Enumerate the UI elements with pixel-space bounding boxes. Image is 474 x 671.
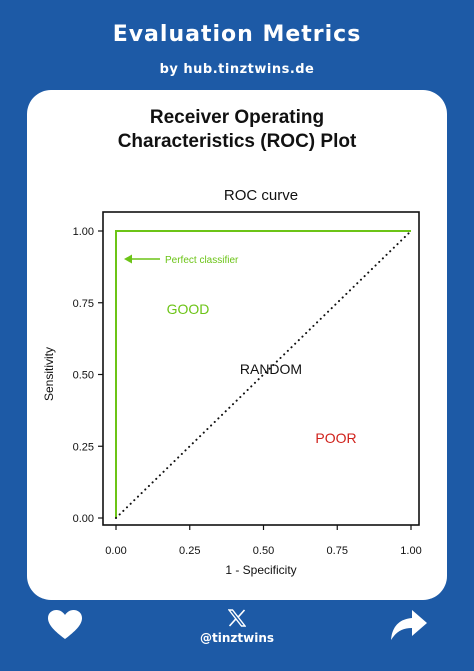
x-logo-icon[interactable]: [228, 609, 246, 627]
y-tick-label: 0.25: [73, 441, 94, 453]
x-axis-label: 1 - Specificity: [225, 563, 296, 577]
content-card: Receiver Operating Characteristics (ROC)…: [27, 90, 447, 600]
annotation-arrow-head: [124, 254, 132, 264]
card-title: Receiver Operating Characteristics (ROC)…: [27, 106, 447, 154]
header-title: Evaluation Metrics: [112, 22, 362, 47]
y-tick-label: 1.00: [73, 226, 94, 238]
series-layer: [115, 230, 412, 519]
roc-chart: ROC curve 0.000.250.500.751.00 0.00 0.25 0…: [42, 187, 422, 577]
chart-title: ROC curve: [224, 187, 298, 204]
y-axis: 0.00 0.25 0.50 0.75 1.00: [73, 226, 103, 525]
poor-region-label: POOR: [315, 430, 356, 446]
good-region-label: GOOD: [167, 301, 210, 317]
perfect-classifier-line: [115, 230, 411, 518]
share-arrow-icon[interactable]: [390, 609, 428, 641]
x-tick-label: 0.75: [327, 545, 348, 557]
plot-frame: [102, 211, 420, 526]
social-handle: @tinztwins: [200, 631, 274, 645]
y-tick-label: 0.00: [73, 513, 94, 525]
annotation-layer: Perfect classifier GOOD RANDOM POOR: [124, 254, 357, 446]
y-tick-label: 0.75: [73, 298, 94, 310]
x-axis: 0.00 0.25 0.50 0.75 1.00: [105, 525, 422, 557]
x-tick-label: 0.25: [179, 545, 200, 557]
card-title-line-1: Receiver Operating: [149, 107, 325, 128]
y-tick-label: 0.50: [73, 370, 94, 382]
card-title-line-2: Characteristics (ROC) Plot: [117, 131, 357, 152]
x-tick-label: 0.00: [105, 545, 126, 557]
x-tick-label: 0.50: [253, 545, 274, 557]
heart-icon[interactable]: [47, 609, 83, 641]
x-tick-label: 1.00: [400, 545, 421, 557]
perfect-classifier-annotation: Perfect classifier: [165, 255, 239, 266]
y-axis-label: Sensitivity: [42, 347, 56, 401]
random-region-label: RANDOM: [240, 361, 302, 377]
header-subtitle: by hub.tinztwins.de: [159, 62, 315, 77]
